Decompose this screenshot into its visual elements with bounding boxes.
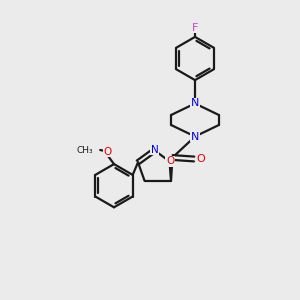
Text: N: N xyxy=(191,131,199,142)
Text: N: N xyxy=(151,145,158,155)
Text: O: O xyxy=(166,156,174,167)
Text: O: O xyxy=(196,154,205,164)
Text: N: N xyxy=(191,98,199,109)
Text: F: F xyxy=(192,23,198,33)
Text: CH₃: CH₃ xyxy=(77,146,93,154)
Text: O: O xyxy=(103,146,112,157)
